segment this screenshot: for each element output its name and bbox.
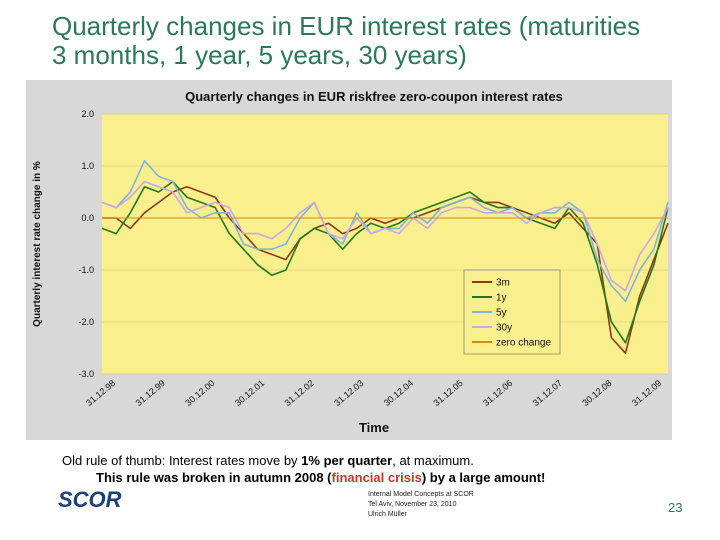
x-axis-ticks: 31.12.98 31.12.99 30.12.00 30.12.01 31.12.02… [84, 378, 663, 408]
x-tick-label: 30.12.01 [233, 378, 266, 408]
note-line-2-c: ) by a large amount! [421, 470, 546, 485]
x-axis-label: Time [359, 420, 389, 435]
y-axis-ticks: 2.0 1.0 0.0 -1.0 -2.0 -3.0 [78, 109, 94, 379]
note-line-2-b: financial crisis [331, 470, 422, 485]
legend-label: 3m [496, 278, 510, 289]
x-tick-label: 31.12.03 [332, 378, 365, 408]
footnote: Old rule of thumb: Interest rates move b… [62, 452, 682, 486]
y-tick-label: -3.0 [78, 369, 94, 379]
legend-label: 30y [496, 323, 512, 334]
x-tick-label: 31.12.02 [283, 378, 316, 408]
note-line-1-c: , at maximum. [392, 453, 474, 468]
legend-label: zero change [496, 338, 551, 349]
note-line-2: This rule was broken in autumn 2008 (fin… [62, 469, 682, 486]
legend-items: 3m 1y 5y 30y zero change [472, 278, 551, 349]
chart-title: Quarterly changes in EUR riskfree zero-c… [185, 89, 563, 104]
footer-info: Internal Model Concepts at SCOR Tel Aviv… [368, 490, 474, 520]
y-axis-label: Quarterly interest rate change in % [32, 161, 43, 327]
page-number: 23 [668, 500, 683, 515]
x-tick-label: 31.12.99 [134, 378, 167, 408]
legend: 3m 1y 5y 30y zero change [463, 269, 561, 355]
y-tick-label: 0.0 [81, 213, 94, 223]
series-layer [101, 160, 669, 355]
y-tick-label: 2.0 [81, 109, 94, 119]
x-tick-label: 31.12.06 [481, 378, 514, 408]
x-tick-label: 31.12.05 [431, 378, 464, 408]
plot-area [102, 114, 668, 374]
note-line-2-a: This rule was broken in autumn 2008 ( [96, 470, 332, 485]
x-tick-label: 31.12.09 [630, 378, 663, 408]
note-line-1-b: 1% per quarter [301, 453, 393, 468]
note-line-1-a: Old rule of thumb: Interest rates move b… [62, 453, 302, 468]
slide-title-line-2: 3 months, 1 year, 5 years, 30 years) [52, 40, 467, 70]
chart-svg: Quarterly changes in EUR riskfree zero-c… [32, 89, 669, 435]
chart-frame: Quarterly changes in EUR riskfree zero-c… [26, 80, 672, 440]
footer-line-1: Internal Model Concepts at SCOR [368, 491, 474, 498]
logo-text: SCOR [58, 488, 122, 510]
scor-logo-svg: SCOR [58, 487, 122, 512]
x-tick-label: 31.12.98 [84, 378, 117, 408]
legend-label: 1y [496, 293, 507, 304]
slide-title: Quarterly changes in EUR interest rates … [52, 12, 702, 70]
scor-logo: SCOR [58, 487, 142, 515]
x-tick-label: 31.12.07 [531, 378, 564, 408]
footer-line-2: Tel Aviv, November 23, 2010 [368, 501, 457, 508]
series-line-30y [101, 180, 669, 292]
slide-title-line-1: Quarterly changes in EUR interest rates … [52, 11, 641, 41]
x-tick-label: 30.12.04 [382, 378, 415, 408]
x-tick-label: 30.12.08 [580, 378, 613, 408]
footer-line-3: Ulrich Müller [368, 511, 407, 518]
legend-label: 5y [496, 308, 507, 319]
y-tick-label: 1.0 [81, 161, 94, 171]
y-tick-label: -1.0 [78, 265, 94, 275]
x-tick-label: 30.12.00 [183, 378, 216, 408]
y-tick-label: -2.0 [78, 317, 94, 327]
note-line-1: Old rule of thumb: Interest rates move b… [62, 453, 474, 468]
